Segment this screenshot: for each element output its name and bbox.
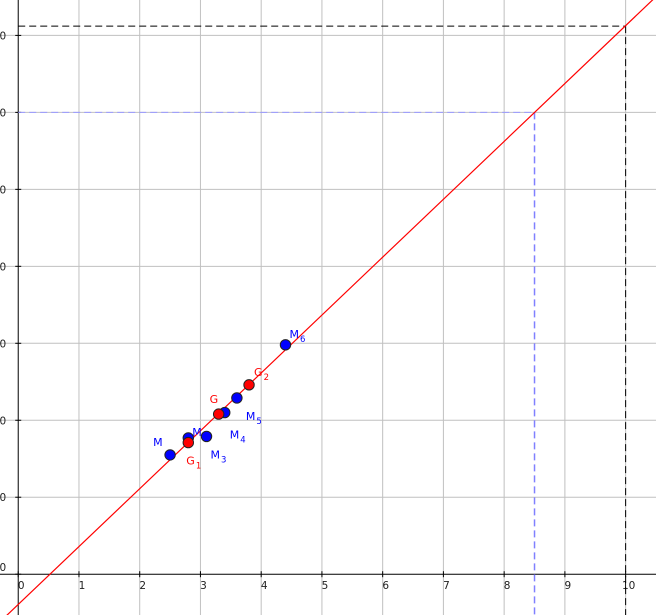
point-label: G1	[186, 455, 201, 472]
data-point	[200, 430, 213, 443]
guide-lines	[18, 25, 627, 615]
point-label: M	[153, 436, 163, 449]
data-points	[164, 339, 292, 461]
data-point	[243, 379, 255, 391]
y-tick-label: 600	[0, 107, 6, 119]
tick-labels: 0123456789100100200300400500600700	[0, 30, 635, 592]
x-tick-label: 8	[504, 580, 511, 592]
point-label: M6	[289, 328, 305, 345]
data-point	[164, 449, 176, 461]
x-tick-label: 4	[261, 580, 268, 592]
point-label: M2	[192, 426, 208, 443]
point-label: G	[210, 393, 219, 406]
y-tick-label: 300	[0, 338, 6, 350]
y-tick-label: 200	[0, 415, 6, 427]
y-tick-label: 100	[0, 492, 6, 504]
y-tick-label: 400	[0, 261, 6, 273]
y-tick-label: 700	[0, 30, 6, 42]
x-tick-label: 3	[200, 580, 207, 592]
x-tick-label: 9	[565, 580, 572, 592]
point-label: M3	[211, 448, 227, 465]
x-tick-label: 6	[382, 580, 389, 592]
data-point	[212, 408, 225, 420]
y-tick-label: 0	[0, 562, 6, 574]
x-tick-label: 7	[443, 580, 450, 592]
x-tick-label: 0	[18, 580, 25, 592]
x-tick-label: 2	[139, 580, 146, 592]
x-tick-label: 1	[79, 580, 86, 592]
x-tick-label: 5	[322, 580, 329, 592]
data-point	[182, 436, 194, 449]
y-tick-label: 500	[0, 184, 6, 196]
point-label: G2	[254, 366, 269, 383]
point-label: M4	[230, 429, 246, 446]
x-tick-label: 10	[622, 580, 635, 592]
data-point	[231, 392, 243, 404]
point-label: M5	[246, 410, 262, 427]
data-point	[279, 339, 292, 351]
